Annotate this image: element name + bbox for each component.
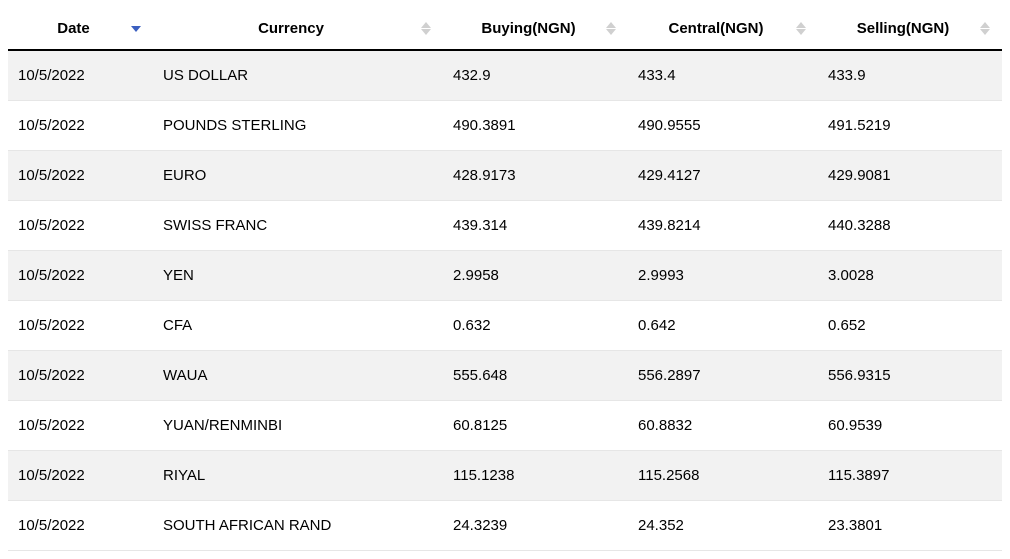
sort-icon[interactable]	[419, 22, 433, 35]
cell-buying: 115.1238	[443, 451, 628, 501]
sort-asc-icon	[796, 22, 806, 28]
column-header-label: Central(NGN)	[638, 20, 794, 37]
cell-date: 10/5/2022	[8, 251, 153, 301]
cell-selling: 433.9	[818, 50, 1002, 101]
exchange-rates-table: Date Currency	[8, 8, 1002, 551]
cell-currency: RIYAL	[153, 451, 443, 501]
sort-desc-icon	[796, 29, 806, 35]
cell-currency: CFA	[153, 301, 443, 351]
cell-currency: YUAN/RENMINBI	[153, 401, 443, 451]
cell-buying: 432.9	[443, 50, 628, 101]
table-body: 10/5/2022US DOLLAR432.9433.4433.910/5/20…	[8, 50, 1002, 551]
cell-central: 60.8832	[628, 401, 818, 451]
sort-desc-icon	[131, 26, 141, 32]
cell-date: 10/5/2022	[8, 151, 153, 201]
cell-selling: 440.3288	[818, 201, 1002, 251]
cell-selling: 60.9539	[818, 401, 1002, 451]
cell-date: 10/5/2022	[8, 50, 153, 101]
table-row: 10/5/2022YUAN/RENMINBI60.812560.883260.9…	[8, 401, 1002, 451]
cell-buying: 60.8125	[443, 401, 628, 451]
sort-desc-icon	[606, 29, 616, 35]
cell-selling: 491.5219	[818, 101, 1002, 151]
cell-buying: 555.648	[443, 351, 628, 401]
cell-selling: 3.0028	[818, 251, 1002, 301]
sort-desc-icon	[421, 29, 431, 35]
sort-icon[interactable]	[794, 22, 808, 35]
cell-currency: POUNDS STERLING	[153, 101, 443, 151]
table-row: 10/5/2022WAUA555.648556.2897556.9315	[8, 351, 1002, 401]
cell-date: 10/5/2022	[8, 501, 153, 551]
cell-central: 439.8214	[628, 201, 818, 251]
cell-buying: 428.9173	[443, 151, 628, 201]
exchange-rates-table-wrap: Date Currency	[8, 8, 1002, 551]
cell-selling: 429.9081	[818, 151, 1002, 201]
column-header-date[interactable]: Date	[8, 8, 153, 50]
column-header-label: Date	[18, 20, 129, 37]
sort-desc-icon	[980, 29, 990, 35]
cell-currency: SOUTH AFRICAN RAND	[153, 501, 443, 551]
column-header-selling[interactable]: Selling(NGN)	[818, 8, 1002, 50]
cell-date: 10/5/2022	[8, 401, 153, 451]
table-row: 10/5/2022CFA0.6320.6420.652	[8, 301, 1002, 351]
column-header-buying[interactable]: Buying(NGN)	[443, 8, 628, 50]
sort-asc-icon	[421, 22, 431, 28]
table-row: 10/5/2022YEN2.99582.99933.0028	[8, 251, 1002, 301]
cell-currency: WAUA	[153, 351, 443, 401]
cell-buying: 2.9958	[443, 251, 628, 301]
header-row: Date Currency	[8, 8, 1002, 50]
sort-icon[interactable]	[129, 26, 143, 32]
column-header-label: Selling(NGN)	[828, 20, 978, 37]
column-header-central[interactable]: Central(NGN)	[628, 8, 818, 50]
cell-currency: YEN	[153, 251, 443, 301]
cell-buying: 490.3891	[443, 101, 628, 151]
cell-date: 10/5/2022	[8, 451, 153, 501]
cell-date: 10/5/2022	[8, 101, 153, 151]
table-row: 10/5/2022SWISS FRANC439.314439.8214440.3…	[8, 201, 1002, 251]
cell-buying: 24.3239	[443, 501, 628, 551]
cell-central: 24.352	[628, 501, 818, 551]
cell-currency: SWISS FRANC	[153, 201, 443, 251]
column-header-currency[interactable]: Currency	[153, 8, 443, 50]
cell-currency: EURO	[153, 151, 443, 201]
cell-central: 2.9993	[628, 251, 818, 301]
table-row: 10/5/2022RIYAL115.1238115.2568115.3897	[8, 451, 1002, 501]
cell-central: 0.642	[628, 301, 818, 351]
cell-date: 10/5/2022	[8, 301, 153, 351]
sort-icon[interactable]	[604, 22, 618, 35]
table-row: 10/5/2022EURO428.9173429.4127429.9081	[8, 151, 1002, 201]
sort-icon[interactable]	[978, 22, 992, 35]
cell-selling: 0.652	[818, 301, 1002, 351]
cell-date: 10/5/2022	[8, 351, 153, 401]
cell-buying: 439.314	[443, 201, 628, 251]
cell-date: 10/5/2022	[8, 201, 153, 251]
cell-selling: 115.3897	[818, 451, 1002, 501]
table-row: 10/5/2022POUNDS STERLING490.3891490.9555…	[8, 101, 1002, 151]
cell-selling: 23.3801	[818, 501, 1002, 551]
cell-central: 429.4127	[628, 151, 818, 201]
sort-asc-icon	[606, 22, 616, 28]
cell-selling: 556.9315	[818, 351, 1002, 401]
cell-central: 433.4	[628, 50, 818, 101]
table-row: 10/5/2022SOUTH AFRICAN RAND24.323924.352…	[8, 501, 1002, 551]
cell-currency: US DOLLAR	[153, 50, 443, 101]
table-row: 10/5/2022US DOLLAR432.9433.4433.9	[8, 50, 1002, 101]
table-head: Date Currency	[8, 8, 1002, 50]
cell-central: 490.9555	[628, 101, 818, 151]
column-header-label: Currency	[163, 20, 419, 37]
cell-central: 556.2897	[628, 351, 818, 401]
cell-buying: 0.632	[443, 301, 628, 351]
sort-asc-icon	[980, 22, 990, 28]
column-header-label: Buying(NGN)	[453, 20, 604, 37]
cell-central: 115.2568	[628, 451, 818, 501]
